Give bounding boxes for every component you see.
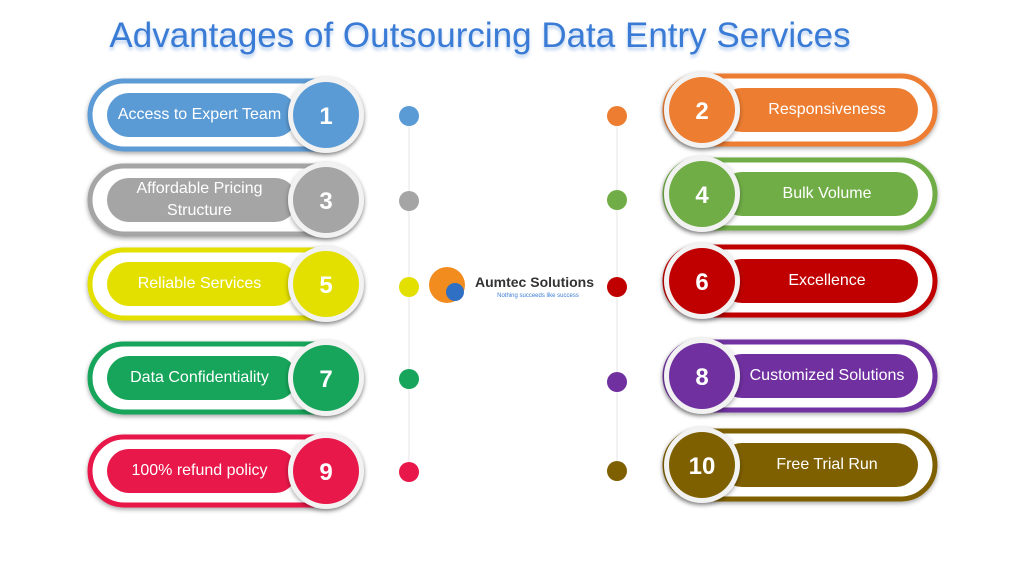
- item-label: Customized Solutions: [749, 367, 905, 384]
- number-badge: [669, 161, 735, 227]
- timeline-dot: [607, 461, 627, 481]
- item-pill: [720, 88, 918, 132]
- timeline-dot: [399, 462, 419, 482]
- item-number: 10: [689, 453, 716, 480]
- item-label: Bulk Volume: [782, 185, 872, 202]
- item-number: 6: [695, 269, 708, 296]
- logo-icon: [446, 283, 464, 301]
- item-number: 7: [319, 366, 332, 393]
- item-label: Reliable Services: [137, 275, 262, 292]
- item-pill: [720, 443, 918, 487]
- timeline-dot: [607, 372, 627, 392]
- title: Advantages of Outsourcing Data Entry Ser…: [109, 16, 851, 55]
- timeline-dot: [399, 191, 419, 211]
- timeline-dot: [399, 106, 419, 126]
- timeline-dot: [607, 106, 627, 126]
- item-label: Excellence: [788, 272, 866, 289]
- item-pill: [107, 449, 297, 493]
- timeline-dot: [607, 190, 627, 210]
- item-label: Access to Expert Team: [117, 106, 282, 123]
- item-pill: [107, 262, 297, 306]
- number-badge: [293, 345, 359, 411]
- number-badge: [293, 82, 359, 148]
- item-number: 1: [319, 103, 332, 130]
- number-badge: [293, 251, 359, 317]
- item-pill: [720, 172, 918, 216]
- item-number: 8: [695, 364, 708, 391]
- item-pill: [720, 354, 918, 398]
- timeline-dot: [399, 277, 419, 297]
- item-pill: [107, 178, 297, 222]
- item-label: Affordable Pricing Structure: [136, 180, 263, 219]
- item-number: 9: [319, 459, 332, 486]
- item-label: Responsiveness: [768, 101, 886, 118]
- item-label: Free Trial Run: [776, 456, 878, 473]
- item-pill: [107, 93, 297, 137]
- item-number: 5: [319, 272, 332, 299]
- item-pill: [720, 259, 918, 303]
- item-number: 2: [695, 98, 708, 125]
- timeline-dot: [607, 277, 627, 297]
- number-badge: [669, 432, 735, 498]
- logo-tagline: Nothing succeeds like success: [497, 293, 579, 299]
- timeline-dot: [399, 369, 419, 389]
- logo-name: Aumtec Solutions: [475, 274, 594, 290]
- item-label: Data Confidentiality: [130, 369, 269, 386]
- item-number: 3: [319, 188, 332, 215]
- item-label: 100% refund policy: [131, 462, 268, 479]
- number-badge: [669, 77, 735, 143]
- number-badge: [293, 438, 359, 504]
- item-number: 4: [695, 182, 709, 209]
- item-pill: [107, 356, 297, 400]
- number-badge: [669, 343, 735, 409]
- number-badge: [293, 167, 359, 233]
- number-badge: [669, 248, 735, 314]
